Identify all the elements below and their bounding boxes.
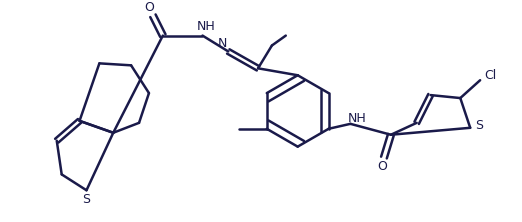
Text: O: O: [144, 1, 154, 14]
Text: NH: NH: [348, 112, 367, 125]
Text: Cl: Cl: [484, 69, 496, 82]
Text: O: O: [377, 160, 387, 173]
Text: S: S: [475, 119, 483, 132]
Text: N: N: [218, 37, 227, 50]
Text: S: S: [82, 193, 90, 206]
Text: NH: NH: [197, 20, 216, 33]
